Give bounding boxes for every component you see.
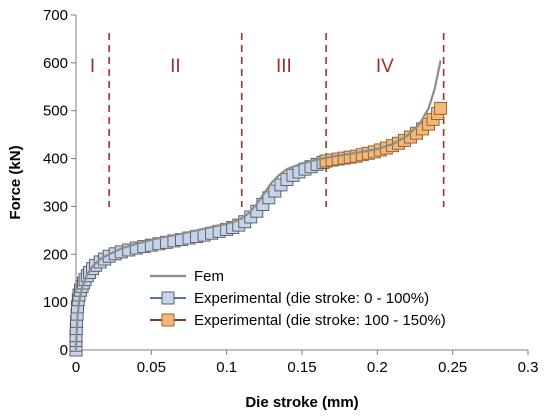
data-point (434, 101, 448, 115)
legend-entry-label: Experimental (die stroke: 0 - 100%) (194, 290, 429, 307)
x-axis-title: Die stroke (mm) (245, 394, 358, 411)
y-tick-label: 500 (43, 103, 68, 120)
x-tick-label: 0.2 (367, 359, 388, 376)
y-tick-label: 400 (43, 151, 68, 168)
legend-swatch-marker (161, 291, 175, 305)
y-tick-label: 600 (43, 55, 68, 72)
region-label: I (90, 56, 95, 77)
legend-entry-label: Experimental (die stroke: 100 - 150%) (194, 312, 446, 329)
y-tick-label: 100 (43, 294, 68, 311)
region-label: III (276, 56, 292, 77)
x-tick-label: 0 (72, 359, 80, 376)
series-layer (69, 60, 448, 357)
legend: Fem Experimental (die stroke: 0 - 100%) Ex… (150, 268, 446, 329)
region-label: II (170, 56, 181, 77)
y-tick-label: 0 (60, 342, 68, 359)
y-tick-label: 200 (43, 246, 68, 263)
y-tick-label: 700 (43, 7, 68, 24)
region-boundaries: I II III IV (90, 33, 445, 207)
x-tick-label: 0.25 (438, 359, 467, 376)
y-tick-label: 300 (43, 198, 68, 215)
x-tick-label: 0.15 (287, 359, 316, 376)
tick-labels: 0 100 200 300 400 500 600 700 0 0.05 0.1 0.15 0.2 0.2… (43, 7, 538, 376)
legend-swatch-marker (161, 313, 175, 327)
legend-entry-label: Fem (194, 268, 224, 285)
x-tick-label: 0.1 (216, 359, 237, 376)
y-axis-title: Force (kN) (7, 145, 24, 219)
region-label: IV (376, 56, 394, 77)
series-line-fem (74, 60, 442, 351)
x-tick-label: 0.05 (137, 359, 166, 376)
x-tick-label: 0.3 (518, 359, 539, 376)
